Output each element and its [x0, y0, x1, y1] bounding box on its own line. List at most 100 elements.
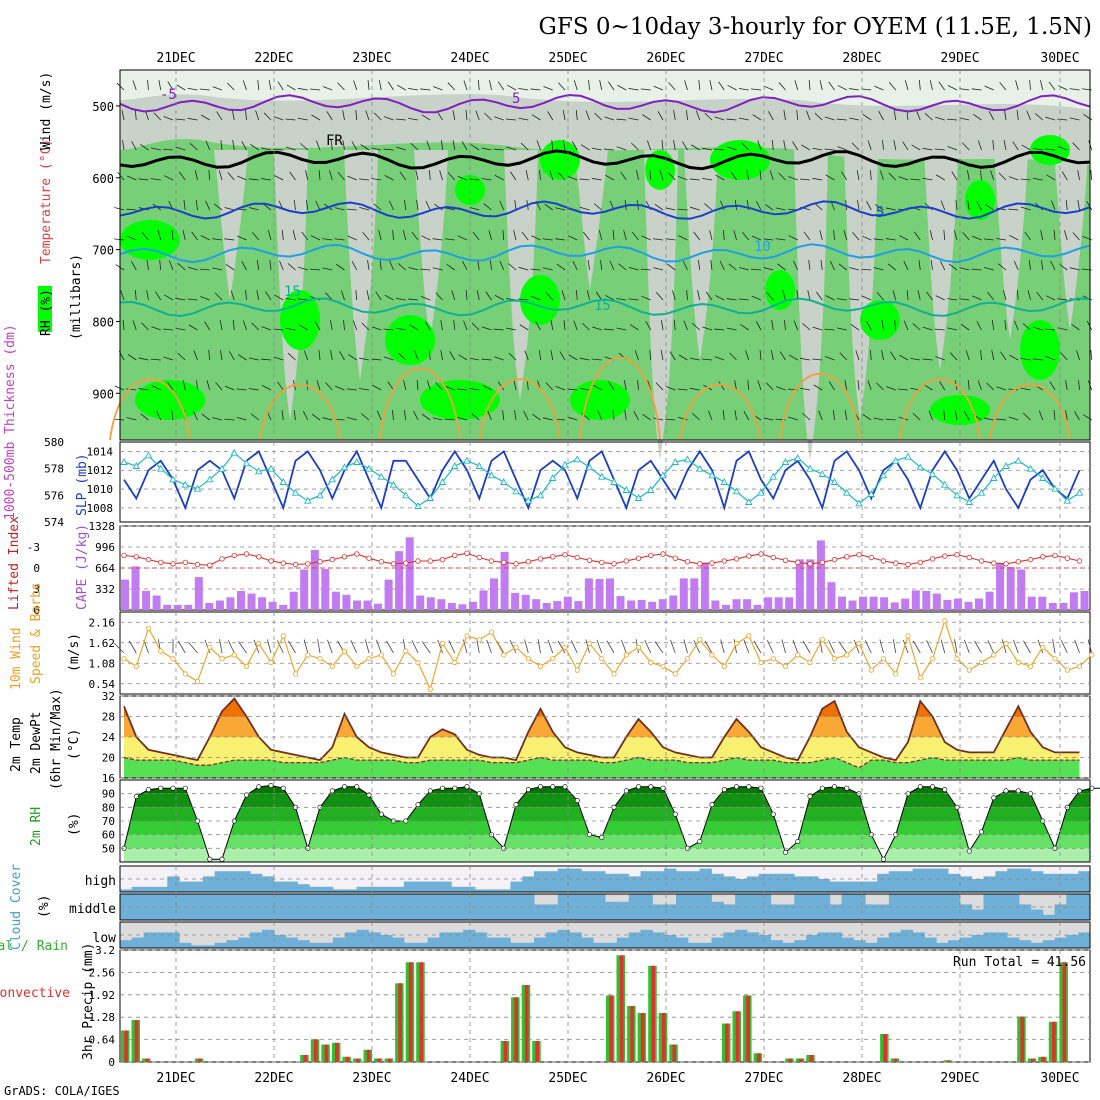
wind-barb [677, 388, 688, 391]
wind-barb [281, 230, 284, 241]
rh-dry-tongue [274, 150, 308, 420]
wind-barb [245, 290, 247, 301]
wind-barb [778, 172, 786, 181]
wind-barb [463, 320, 468, 331]
rh-point [831, 784, 837, 790]
cape-bar [131, 566, 140, 610]
wind-barb [629, 324, 639, 331]
temp-band-hot [124, 698, 1080, 717]
cape-bar [321, 568, 330, 610]
cloud-bar-high [747, 876, 760, 892]
cape-bar [258, 597, 267, 610]
rh-point [758, 785, 764, 791]
cloud-bar-high [676, 871, 689, 892]
wind-barb [493, 328, 504, 331]
chart-title: GFS 0~10day 3-hourly for OYEM (11.5E, 1.… [539, 14, 1092, 40]
wind-barb [573, 320, 578, 331]
thickness-point [953, 491, 961, 499]
wind-barb [819, 230, 823, 241]
cloud-bar-high [853, 881, 866, 892]
wind-barb [200, 114, 210, 121]
wind-barb [558, 172, 566, 181]
thickness-point [548, 474, 557, 481]
wind-speed-point [721, 663, 727, 669]
wind-speed-point [366, 656, 372, 662]
cloud-bar-middle [143, 894, 156, 920]
wind-barb [864, 640, 872, 654]
wind-barb [347, 416, 357, 421]
rh-point [844, 785, 850, 791]
wind-barb [555, 238, 566, 241]
wind-speed-point [893, 671, 899, 677]
wind-speed-point [978, 659, 985, 666]
wind-barb [348, 354, 357, 361]
wind-barb [395, 298, 406, 301]
cloud-bar-middle [167, 894, 180, 920]
thickness-point [205, 475, 214, 483]
wind-barb [943, 410, 946, 421]
thickness-point [475, 462, 484, 469]
wind-speed-point [390, 671, 397, 677]
wind-barb [1021, 144, 1031, 151]
wind-barb [636, 170, 639, 181]
wind-barb [934, 148, 945, 151]
wind-barb [268, 80, 272, 91]
axis-tick-label: 1.08 [89, 657, 116, 670]
wind-barb [140, 143, 149, 151]
wind-barb [818, 410, 823, 421]
cloud-bar-high [131, 886, 145, 892]
wind-barb [537, 639, 541, 654]
wind-barb [224, 418, 235, 421]
wind-barb [432, 267, 443, 271]
wind-barb [914, 231, 921, 241]
wind-barb [561, 290, 566, 301]
thickness-point [316, 491, 324, 499]
thickness-point [512, 487, 520, 495]
wind-barb [917, 290, 921, 301]
wind-barb [227, 172, 235, 181]
wind-barb [928, 410, 933, 421]
cloud-bar-middle [723, 904, 736, 920]
cape-bar [237, 591, 245, 610]
wind-barb [923, 384, 933, 391]
wind-barb [850, 324, 860, 331]
wind-barb [755, 200, 762, 211]
cloud-bar-middle [1042, 914, 1055, 920]
wind-barb [653, 267, 664, 271]
cloud-bar-low [581, 937, 594, 948]
wind-barb [926, 640, 933, 654]
wind-barb [934, 328, 945, 331]
wind-barb [873, 238, 884, 241]
cape-bar [1048, 603, 1057, 610]
wind-barb [997, 263, 1007, 271]
rh-point [537, 784, 543, 790]
wind-barb [1003, 290, 1007, 301]
wind-barb [678, 354, 688, 361]
wind-barb [1020, 206, 1031, 211]
cloud-bar-high [262, 876, 275, 892]
wind-barb [751, 88, 762, 91]
wind-barb [251, 322, 260, 331]
li-point [464, 550, 470, 556]
wind-barb [947, 298, 958, 301]
date-label-bottom: 25DEC [548, 1071, 587, 1086]
axis-tick-label: 1012 [87, 464, 114, 477]
rh-dry-tongue [504, 150, 538, 400]
wind-barb [465, 290, 468, 301]
isotherm-15 [119, 297, 1091, 318]
rh-point [354, 784, 360, 790]
wind-barb [777, 263, 786, 271]
wind-barb [1052, 639, 1056, 654]
axis-title-speed-barbs: Speed & Barbs [29, 582, 44, 684]
cloud-bar-low [368, 932, 381, 948]
wind-barb [604, 116, 615, 121]
li-point [121, 552, 127, 559]
wind-barb [250, 144, 259, 151]
wind-barb [531, 235, 541, 241]
cape-bar [226, 597, 235, 610]
wind-barb [930, 260, 933, 271]
wind-barb [285, 297, 296, 301]
cape-bar [458, 604, 467, 610]
axis-tick-label: 1328 [89, 520, 116, 533]
wind-barb [277, 381, 284, 391]
